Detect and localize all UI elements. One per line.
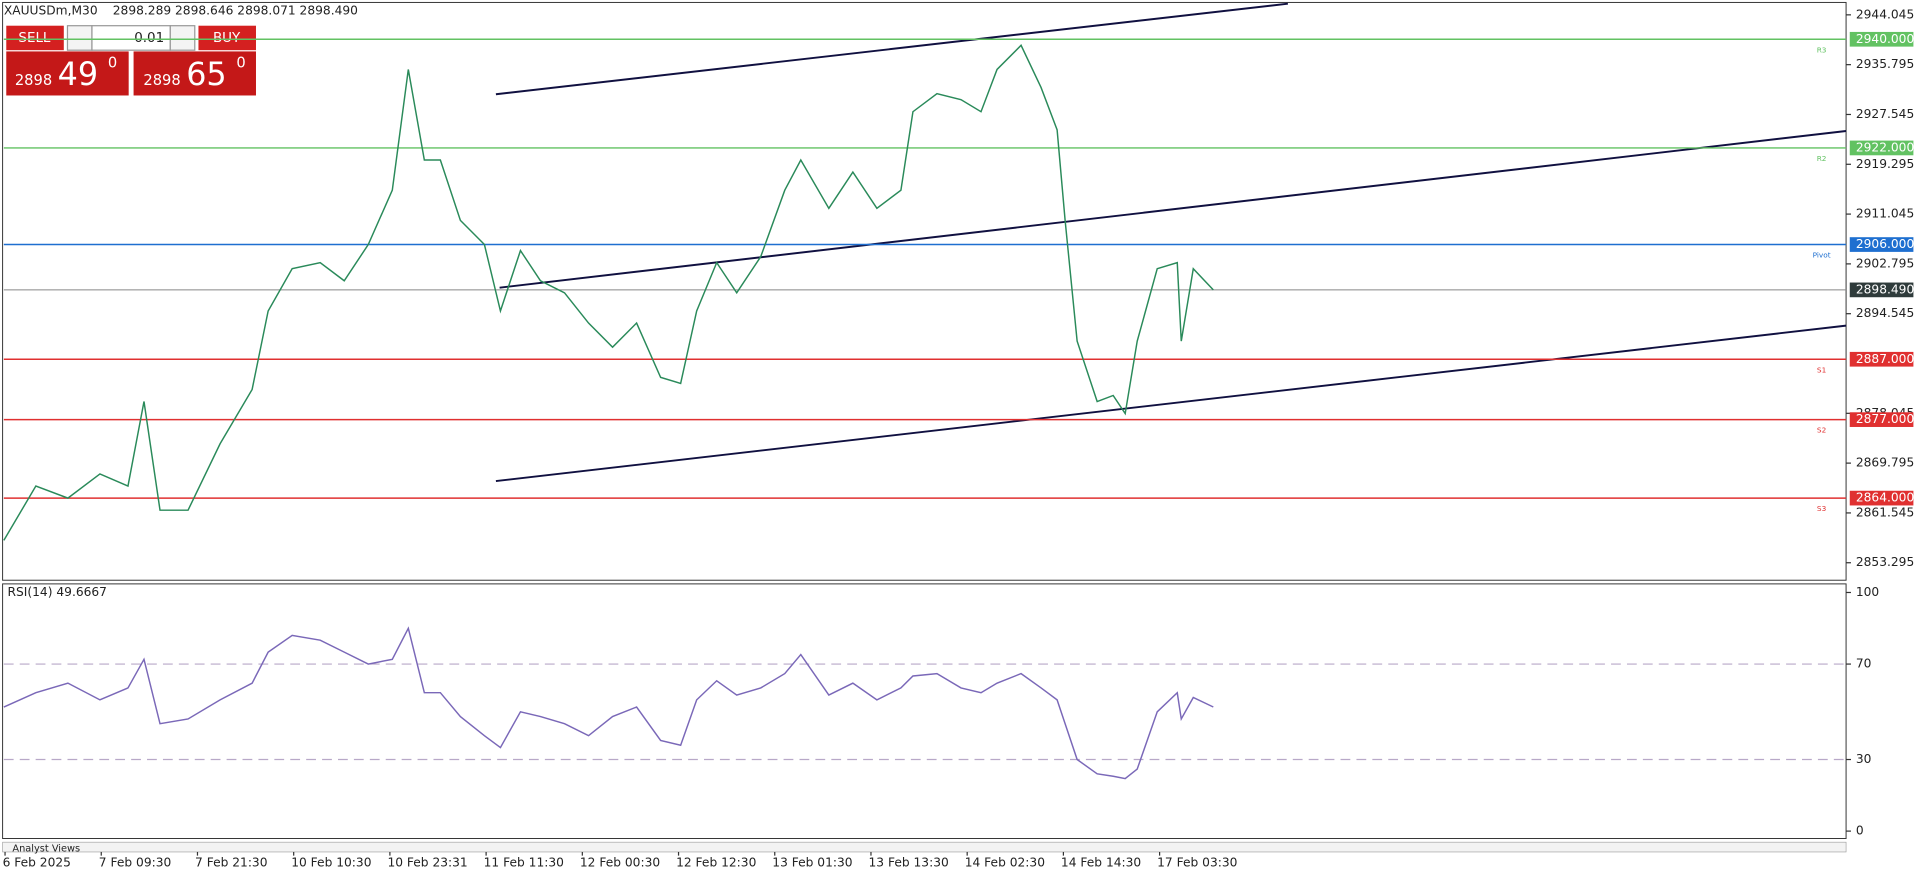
price-trace xyxy=(3,44,1214,541)
bid-sup: 0 xyxy=(108,55,117,72)
ask-main: 65 xyxy=(186,55,226,93)
bid-box[interactable] xyxy=(6,51,129,96)
level-label: 2940.000 xyxy=(1856,32,1914,46)
trend-line xyxy=(495,2,1289,96)
sell-button[interactable] xyxy=(6,25,64,51)
y-tick-label: 2861.545 xyxy=(1856,505,1914,519)
rsi-line xyxy=(3,626,1214,780)
y-tick-label: 2944.045 xyxy=(1856,7,1914,21)
ask-sup: 0 xyxy=(236,55,245,72)
level-tag: S3 xyxy=(1817,504,1827,513)
x-tick-label: 7 Feb 09:30 xyxy=(99,855,171,869)
level-tag: R3 xyxy=(1817,45,1827,54)
x-tick-label: 7 Feb 21:30 xyxy=(195,855,267,869)
x-tick-label: 10 Feb 23:31 xyxy=(387,855,467,869)
x-tick-label: 12 Feb 00:30 xyxy=(580,855,660,869)
tab-label[interactable]: Analyst Views xyxy=(12,843,80,854)
volume-up[interactable] xyxy=(169,25,196,51)
buy-button[interactable] xyxy=(198,25,256,51)
ask-box[interactable] xyxy=(133,51,256,96)
trend-line xyxy=(495,324,1847,483)
ask-big: 2898 xyxy=(143,72,180,89)
x-tick-label: 12 Feb 12:30 xyxy=(676,855,756,869)
y-tick-label: 2919.295 xyxy=(1856,157,1914,171)
x-tick-label: 6 Feb 2025 xyxy=(3,855,71,869)
level-label: 2877.000 xyxy=(1856,412,1914,426)
rsi-y-tick-label: 100 xyxy=(1856,585,1879,599)
x-tick-label: 14 Feb 02:30 xyxy=(965,855,1045,869)
tab-bar xyxy=(2,841,1847,853)
level-label: 2906.000 xyxy=(1856,237,1914,251)
ohlc-label: 2898.289 2898.646 2898.071 2898.490 xyxy=(113,4,358,18)
x-tick-label: 13 Feb 01:30 xyxy=(772,855,852,869)
level-tag: S1 xyxy=(1817,365,1826,374)
y-tick-label: 2894.545 xyxy=(1856,306,1914,320)
rsi-pane-frame xyxy=(2,583,1847,839)
level-label-box xyxy=(1849,140,1914,156)
level-label-box xyxy=(1849,412,1914,427)
trade-panel: SELL 0.01 BUY 2898 49 0 2898 65 0 xyxy=(6,25,256,96)
sell-label[interactable]: SELL xyxy=(18,31,51,46)
rsi-title: RSI(14) 49.6667 xyxy=(7,585,106,599)
level-label: 2864.000 xyxy=(1856,491,1914,505)
level-label: 2922.000 xyxy=(1856,140,1914,154)
bid-big: 2898 xyxy=(15,72,52,89)
symbol-label: XAUUSDm,M30 xyxy=(4,4,98,18)
y-tick-label: 2853.295 xyxy=(1856,555,1914,569)
level-label-box xyxy=(1849,490,1914,506)
y-tick-label: 2869.795 xyxy=(1856,456,1914,470)
level-tag: R2 xyxy=(1817,154,1827,163)
level-label-box xyxy=(1849,351,1914,367)
x-tick-label: 14 Feb 14:30 xyxy=(1061,855,1141,869)
trend-line xyxy=(499,130,1847,289)
price-pane-frame xyxy=(2,1,1847,581)
volume-down[interactable] xyxy=(66,25,93,51)
volume-value[interactable]: 0.01 xyxy=(134,31,164,46)
x-tick-label: 17 Feb 03:30 xyxy=(1157,855,1237,869)
y-tick-label: 2911.045 xyxy=(1856,207,1914,221)
rsi-y-tick-label: 70 xyxy=(1856,657,1872,671)
level-label: 2887.000 xyxy=(1856,352,1914,366)
rsi-y-tick-label: 0 xyxy=(1856,824,1864,838)
y-tick-label: 2935.795 xyxy=(1856,57,1914,71)
buy-label[interactable]: BUY xyxy=(213,31,241,46)
rsi-y-tick-label: 30 xyxy=(1856,752,1872,766)
level-label-box xyxy=(1849,237,1914,252)
current-price-box xyxy=(1849,282,1914,298)
level-tag: Pivot xyxy=(1813,251,1831,260)
x-tick-label: 10 Feb 10:30 xyxy=(291,855,371,869)
level-tag: S2 xyxy=(1817,426,1826,435)
x-tick-label: 11 Feb 11:30 xyxy=(484,855,564,869)
y-tick-label: 2902.795 xyxy=(1856,256,1914,270)
bid-main: 49 xyxy=(58,55,98,93)
trend-lines xyxy=(495,2,1847,483)
y-tick-label: 2927.545 xyxy=(1856,107,1914,121)
current-price-label: 2898.490 xyxy=(1856,282,1914,296)
level-label-box xyxy=(1849,31,1914,47)
x-tick-label: 13 Feb 13:30 xyxy=(869,855,949,869)
